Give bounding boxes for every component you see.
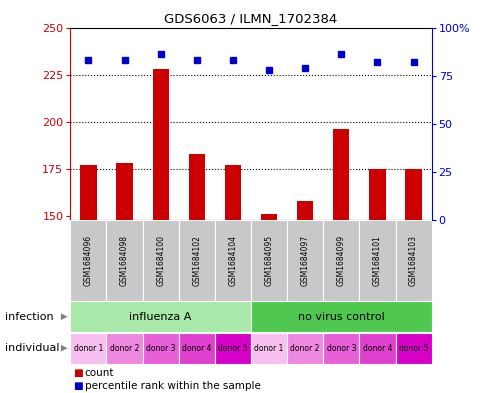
Bar (178, 220, 214, 301)
Text: donor 5: donor 5 (218, 344, 247, 353)
Text: donor 3: donor 3 (146, 344, 175, 353)
Bar (287, 333, 322, 364)
Text: ■: ■ (73, 367, 82, 378)
Text: GSM1684098: GSM1684098 (120, 235, 129, 286)
Text: donor 4: donor 4 (362, 344, 392, 353)
Bar (106, 333, 142, 364)
Text: GSM1684096: GSM1684096 (84, 235, 93, 286)
Bar (251, 220, 287, 301)
Text: count: count (85, 367, 114, 378)
Bar (224, 165, 241, 393)
Bar (251, 333, 287, 364)
Bar (70, 301, 251, 332)
Text: no virus control: no virus control (297, 312, 384, 322)
Bar (296, 201, 313, 393)
Text: donor 2: donor 2 (109, 344, 139, 353)
Bar (214, 333, 251, 364)
Text: percentile rank within the sample: percentile rank within the sample (85, 381, 260, 391)
Bar (251, 301, 431, 332)
Text: individual: individual (5, 343, 59, 353)
Bar (395, 220, 431, 301)
Text: GSM1684103: GSM1684103 (408, 235, 417, 286)
Text: GSM1684100: GSM1684100 (156, 235, 165, 286)
Text: ■: ■ (73, 381, 82, 391)
Bar (395, 333, 431, 364)
Text: donor 4: donor 4 (182, 344, 211, 353)
Bar (359, 220, 395, 301)
Bar (80, 165, 96, 393)
Bar (359, 333, 395, 364)
Bar (142, 220, 178, 301)
Text: donor 1: donor 1 (254, 344, 283, 353)
Text: GSM1684097: GSM1684097 (300, 235, 309, 286)
Text: donor 1: donor 1 (74, 344, 103, 353)
Bar (116, 163, 133, 393)
Text: donor 5: donor 5 (398, 344, 427, 353)
Bar (178, 333, 214, 364)
Bar (405, 169, 421, 393)
Bar (322, 220, 359, 301)
Text: infection: infection (5, 312, 53, 322)
Text: GSM1684095: GSM1684095 (264, 235, 273, 286)
Bar (368, 169, 385, 393)
Bar (70, 333, 106, 364)
Text: GSM1684102: GSM1684102 (192, 235, 201, 286)
Text: donor 2: donor 2 (290, 344, 319, 353)
Bar (106, 220, 142, 301)
Text: GSM1684104: GSM1684104 (228, 235, 237, 286)
Bar (287, 220, 322, 301)
Bar (152, 69, 168, 393)
Title: GDS6063 / ILMN_1702384: GDS6063 / ILMN_1702384 (164, 12, 337, 25)
Bar (188, 154, 205, 393)
Text: influenza A: influenza A (129, 312, 192, 322)
Bar (142, 333, 178, 364)
Bar (333, 129, 349, 393)
Bar (214, 220, 251, 301)
Bar (260, 215, 277, 393)
Bar (322, 333, 359, 364)
Text: GSM1684099: GSM1684099 (336, 235, 345, 286)
Bar (70, 220, 106, 301)
Text: donor 3: donor 3 (326, 344, 355, 353)
Text: GSM1684101: GSM1684101 (372, 235, 381, 286)
